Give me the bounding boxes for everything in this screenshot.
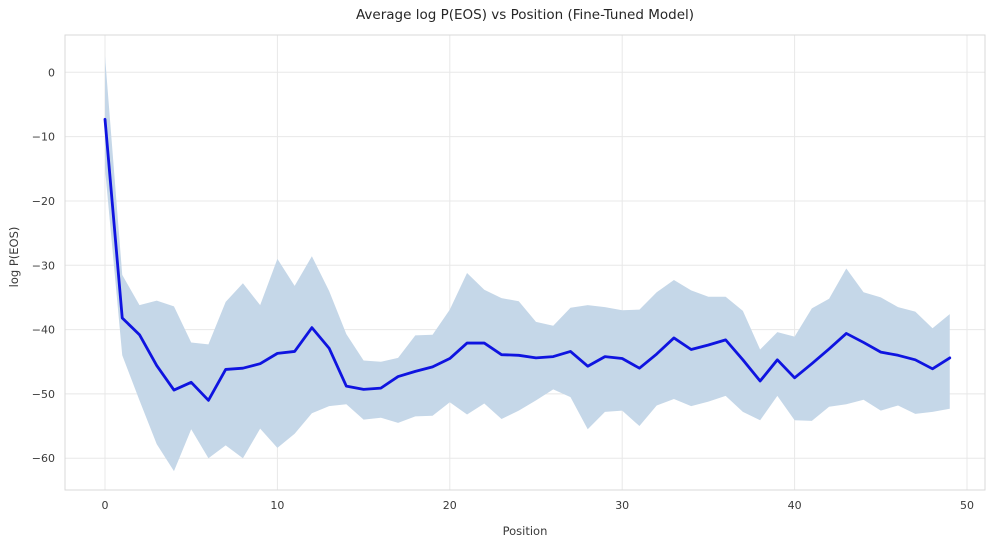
plot-border xyxy=(64,34,986,491)
y-tick-label: −30 xyxy=(32,259,55,272)
x-tick-label: 20 xyxy=(443,499,457,512)
chart-title: Average log P(EOS) vs Position (Fine-Tun… xyxy=(355,7,695,23)
x-tick-label: 10 xyxy=(270,499,284,512)
x-tick-label: 50 xyxy=(960,499,974,512)
y-tick-label: −60 xyxy=(32,452,55,465)
y-tick-label: −50 xyxy=(32,388,55,401)
x-tick-label: 40 xyxy=(788,499,802,512)
x-axis-label: Position xyxy=(502,524,548,538)
y-tick-label: −40 xyxy=(32,324,55,337)
y-tick-label: −20 xyxy=(32,195,55,208)
confidence-band xyxy=(105,56,950,472)
mean-line xyxy=(103,117,952,402)
y-tick-label: −10 xyxy=(32,131,55,144)
y-tick-label: 0 xyxy=(48,66,55,79)
x-tick-label: 30 xyxy=(615,499,629,512)
x-tick-label: 0 xyxy=(102,499,109,512)
